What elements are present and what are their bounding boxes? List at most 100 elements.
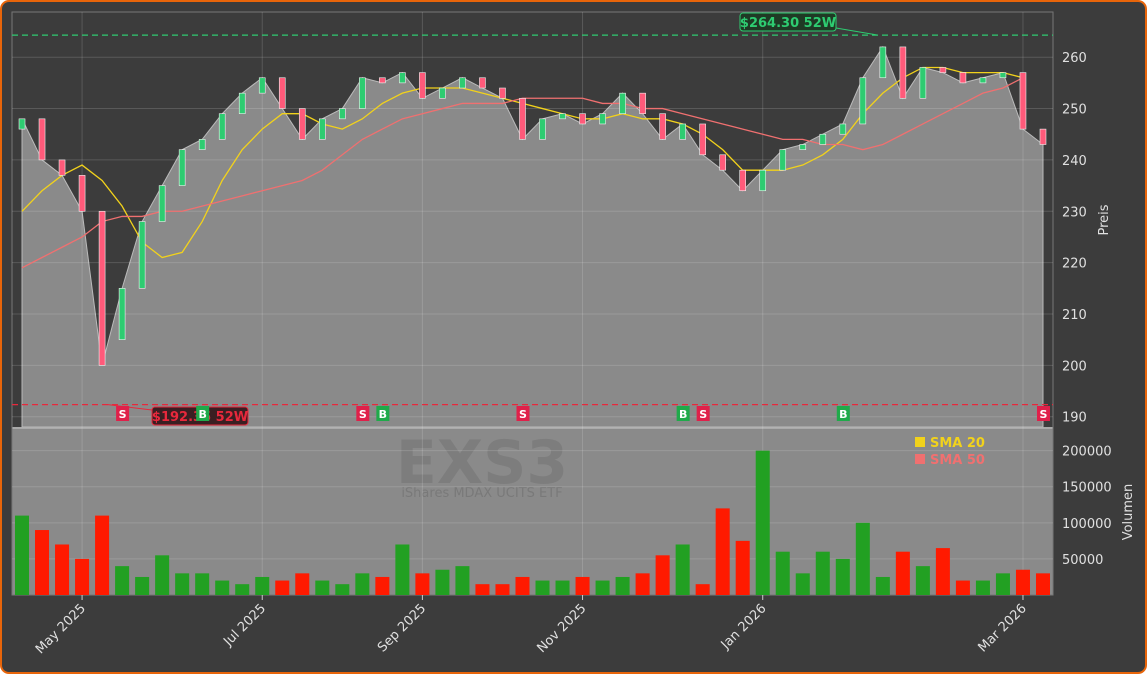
y-tick-label: 210	[1062, 308, 1087, 323]
candle	[739, 169, 747, 192]
volume-bar	[655, 555, 670, 595]
y2-tick-label: 200000	[1062, 445, 1112, 460]
candle	[619, 92, 626, 114]
volume-bar	[775, 551, 790, 595]
legend-swatch	[915, 437, 925, 447]
y-tick-label: 240	[1062, 154, 1087, 169]
volume-bar	[335, 584, 350, 595]
signal-badge	[116, 406, 130, 421]
arrow	[107, 404, 153, 411]
candle	[399, 72, 406, 84]
signal-label: S	[1040, 408, 1048, 421]
candle	[959, 72, 967, 84]
volume-bar	[915, 566, 930, 595]
volume-bar	[595, 580, 610, 595]
symbol-watermark: EXS3	[396, 428, 568, 498]
signal-badge	[836, 406, 850, 421]
volume-bar	[455, 566, 470, 595]
signal-badge	[376, 406, 390, 421]
volume-bar	[755, 450, 770, 595]
y2-axis-label: Volumen	[1121, 484, 1136, 541]
volume-panel	[12, 429, 1053, 595]
high-52w-label: $264.30 52W	[740, 16, 836, 31]
candle	[939, 67, 947, 73]
candle	[859, 77, 867, 125]
signal-label: S	[699, 408, 707, 421]
volume-bar	[415, 573, 430, 595]
signal-label: B	[839, 408, 847, 421]
volume-bar	[555, 580, 570, 595]
volume-bar	[55, 544, 70, 595]
y-tick-label: 190	[1062, 411, 1087, 426]
volume-bar	[995, 573, 1010, 595]
plot-border	[11, 11, 1054, 596]
volume-bar	[795, 573, 810, 595]
volume-bar	[295, 573, 310, 595]
candle	[218, 113, 226, 140]
volume-bar	[975, 580, 990, 595]
y-axis-label: Preis	[1097, 204, 1112, 235]
volume-bar	[495, 584, 510, 595]
y2-tick-label: 100000	[1062, 517, 1112, 532]
volume-bar	[955, 580, 970, 595]
candle	[98, 210, 106, 366]
candle	[979, 77, 987, 84]
volume-bar	[75, 558, 90, 595]
volume-bar	[895, 551, 910, 595]
candle	[359, 77, 366, 109]
volume-bar	[515, 576, 530, 595]
arrow	[835, 27, 879, 36]
candle	[779, 149, 787, 171]
volume-bar	[475, 584, 490, 595]
volume-bar	[715, 508, 730, 595]
volume-bar	[315, 580, 330, 595]
signal-badge	[356, 406, 370, 421]
signal-label: S	[359, 408, 367, 421]
candle	[639, 92, 646, 114]
candle	[679, 123, 686, 140]
candle	[298, 108, 306, 140]
legend-swatch	[915, 454, 925, 464]
volume-bar	[175, 573, 190, 595]
candle	[999, 72, 1007, 79]
volume-bar	[835, 558, 850, 595]
candle	[1019, 72, 1027, 130]
subtitle-watermark: iShares MDAX UCITS ETF	[401, 486, 562, 501]
y-tick-label: 220	[1062, 257, 1087, 272]
volume-bar	[235, 584, 250, 595]
volume-bar	[1035, 573, 1050, 595]
candle	[559, 113, 566, 120]
candle	[499, 87, 506, 99]
volume-bar	[275, 580, 290, 595]
candle	[459, 77, 466, 89]
candle	[38, 118, 46, 161]
candle	[198, 139, 206, 150]
candle	[439, 87, 446, 99]
volume-bar	[575, 576, 590, 595]
y-tick-label: 250	[1062, 103, 1087, 118]
candle	[839, 123, 847, 135]
candle	[919, 67, 927, 99]
signal-label: B	[198, 408, 206, 421]
candle	[539, 118, 546, 140]
candle	[899, 46, 907, 99]
candle	[1039, 128, 1047, 145]
volume-bar	[375, 576, 390, 595]
signal-label: S	[119, 408, 127, 421]
candle	[18, 118, 26, 130]
candle	[78, 175, 86, 212]
volume-bar	[815, 551, 830, 595]
candle	[599, 113, 606, 125]
signal-label: S	[519, 408, 527, 421]
volume-bar	[695, 584, 710, 595]
candle	[379, 77, 386, 84]
candle	[579, 113, 586, 125]
candle	[278, 77, 286, 109]
candle	[118, 288, 126, 340]
volume-bar	[875, 576, 890, 595]
signal-badge	[1036, 406, 1050, 421]
signal-badge	[676, 406, 690, 421]
volume-bar	[1015, 569, 1030, 595]
volume-bar	[355, 573, 370, 595]
